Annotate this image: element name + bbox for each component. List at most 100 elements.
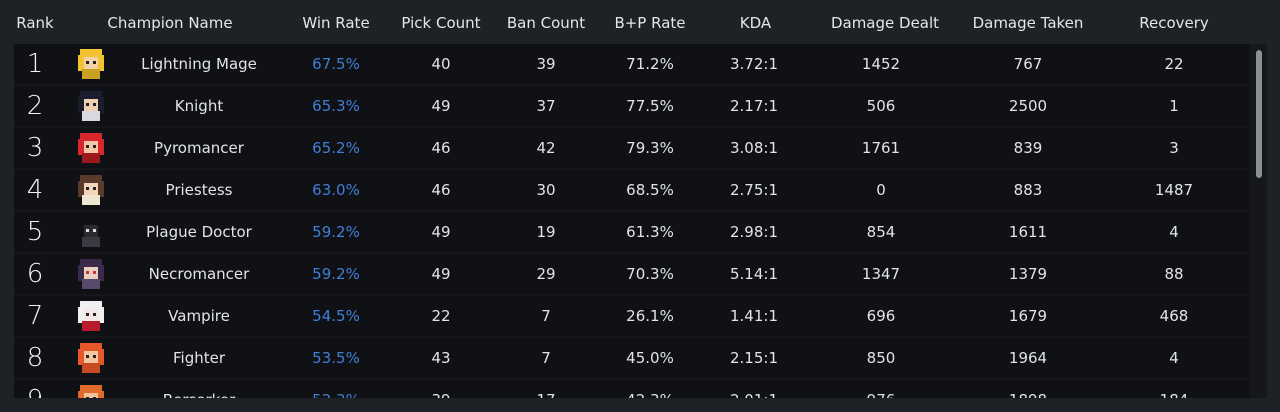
damage-taken-cell: 1379 xyxy=(1008,265,1048,283)
rank-cell: 6 xyxy=(26,259,44,289)
win-rate-cell: 63.0% xyxy=(312,181,360,199)
header-ban-count[interactable]: Ban Count xyxy=(506,14,586,32)
champion-name-cell: Lightning Mage xyxy=(141,55,257,73)
champion-name-cell: Fighter xyxy=(172,349,225,367)
table-row[interactable]: 5 Plague Doctor 59.2% 49 19 61.3% 2.98:1 854 161… xyxy=(14,212,1250,252)
ban-count-cell: 7 xyxy=(541,349,551,367)
champion-name-cell: Priestess xyxy=(165,181,233,199)
lightning-mage-avatar xyxy=(74,47,108,81)
kda-cell: 1.41:1 xyxy=(730,307,778,325)
ban-count-cell: 17 xyxy=(496,380,596,398)
pick-count-cell: 49 xyxy=(431,223,451,241)
damage-taken-cell: 1964 xyxy=(1008,349,1048,367)
table-row[interactable]: 2 Knight 65.3% 49 37 77.5% 2.17:1 506 2500 1 xyxy=(14,86,1250,126)
win-rate-cell: 59.2% xyxy=(312,223,360,241)
kda-cell: 3.08:1 xyxy=(730,139,778,157)
bp-rate-cell: 71.2% xyxy=(626,55,674,73)
kda-cell: 2.15:1 xyxy=(730,349,778,367)
damage-dealt-cell: 976 xyxy=(811,380,951,398)
ban-count-cell: 19 xyxy=(536,223,556,241)
damage-dealt-cell: 506 xyxy=(866,97,896,115)
champion-name-cell: Vampire xyxy=(168,307,230,325)
bp-rate-cell: 77.5% xyxy=(626,97,674,115)
damage-taken-cell: 839 xyxy=(1013,139,1043,157)
header-pick-count[interactable]: Pick Count xyxy=(401,14,481,32)
kda-cell: 2.17:1 xyxy=(730,97,778,115)
rank-cell: 8 xyxy=(26,343,44,373)
vertical-scrollbar[interactable] xyxy=(1253,44,1267,398)
win-rate-cell: 59.2% xyxy=(312,265,360,283)
ban-count-cell: 37 xyxy=(536,97,556,115)
header-kda[interactable]: KDA xyxy=(739,14,772,32)
recovery-cell: 1 xyxy=(1169,97,1179,115)
champion-name-cell: Berserker xyxy=(109,380,289,398)
kda-cell: 2.01:1 xyxy=(704,380,804,398)
priestess-avatar xyxy=(74,173,108,207)
kda-cell: 3.72:1 xyxy=(730,55,778,73)
ban-count-cell: 42 xyxy=(536,139,556,157)
damage-taken-cell: 1611 xyxy=(1008,223,1048,241)
damage-taken-cell: 2500 xyxy=(1008,97,1048,115)
bp-rate-cell: 26.1% xyxy=(626,307,674,325)
table-row[interactable]: 8 Fighter 53.5% 43 7 45.0% 2.15:1 850 1964 4 xyxy=(14,338,1250,378)
header-damage-taken[interactable]: Damage Taken xyxy=(972,14,1084,32)
recovery-cell: 184 xyxy=(1114,380,1234,398)
panel-bottom-edge xyxy=(0,398,1280,412)
damage-taken-cell: 767 xyxy=(1013,55,1043,73)
bp-rate-cell: 45.0% xyxy=(626,349,674,367)
header-bp-rate[interactable]: B+P Rate xyxy=(614,14,686,32)
win-rate-cell: 52.3% xyxy=(286,380,386,398)
necromancer-avatar xyxy=(74,257,108,291)
damage-taken-cell: 1898 xyxy=(958,380,1098,398)
pick-count-cell: 46 xyxy=(431,139,451,157)
fighter-avatar xyxy=(74,341,108,375)
win-rate-cell: 53.5% xyxy=(312,349,360,367)
ban-count-cell: 39 xyxy=(536,55,556,73)
rank-cell: 5 xyxy=(26,217,44,247)
recovery-cell: 468 xyxy=(1159,307,1189,325)
header-rank[interactable]: Rank xyxy=(16,14,54,32)
damage-dealt-cell: 1761 xyxy=(861,139,901,157)
bp-rate-cell: 70.3% xyxy=(626,265,674,283)
recovery-cell: 4 xyxy=(1169,349,1179,367)
rank-cell: 7 xyxy=(26,301,44,331)
win-rate-cell: 54.5% xyxy=(312,307,360,325)
table-header: Rank Champion Name Win Rate Pick Count B… xyxy=(0,0,1280,44)
pick-count-cell: 40 xyxy=(431,55,451,73)
damage-dealt-cell: 0 xyxy=(876,181,886,199)
pyromancer-avatar xyxy=(74,131,108,165)
ban-count-cell: 7 xyxy=(541,307,551,325)
damage-dealt-cell: 696 xyxy=(866,307,896,325)
table-row[interactable]: 1 Lightning Mage 67.5% 40 39 71.2% 3.72:1 1452 7… xyxy=(14,44,1250,84)
recovery-cell: 4 xyxy=(1169,223,1179,241)
kda-cell: 2.98:1 xyxy=(730,223,778,241)
kda-cell: 2.75:1 xyxy=(730,181,778,199)
knight-avatar xyxy=(74,89,108,123)
table-row[interactable]: 9 Berserker52.3% 39 1742.3%2.01:1 976 1898 184 xyxy=(14,380,1250,398)
header-win-rate[interactable]: Win Rate xyxy=(302,14,370,32)
pick-count-cell: 46 xyxy=(431,181,451,199)
pick-count-cell: 49 xyxy=(431,97,451,115)
recovery-cell: 88 xyxy=(1164,265,1184,283)
kda-cell: 5.14:1 xyxy=(730,265,778,283)
table-row[interactable]: 4 Priestess 63.0% 46 30 68.5% 2.75:1 0 883 1487 xyxy=(14,170,1250,210)
table-row[interactable]: 7 Vampire 54.5% 22 7 26.1% 1.41:1 696 1679 468 xyxy=(14,296,1250,336)
table-row[interactable]: 6 Necromancer 59.2% 49 29 70.3% 5.14:1 1347 1379… xyxy=(14,254,1250,294)
damage-taken-cell: 1679 xyxy=(1008,307,1048,325)
berserker-avatar xyxy=(74,383,108,398)
win-rate-cell: 65.3% xyxy=(312,97,360,115)
table-row[interactable]: 3 Pyromancer 65.2% 46 42 79.3% 3.08:1 1761 839 3 xyxy=(14,128,1250,168)
header-damage-dealt[interactable]: Damage Dealt xyxy=(830,14,940,32)
damage-dealt-cell: 854 xyxy=(866,223,896,241)
table-body[interactable]: 1 Lightning Mage 67.5% 40 39 71.2% 3.72:1 1452 7… xyxy=(14,44,1267,398)
champion-name-cell: Pyromancer xyxy=(154,139,244,157)
pick-count-cell: 39 xyxy=(391,380,491,398)
damage-dealt-cell: 1452 xyxy=(861,55,901,73)
bp-rate-cell: 61.3% xyxy=(626,223,674,241)
scrollbar-thumb[interactable] xyxy=(1256,50,1262,178)
ban-count-cell: 29 xyxy=(536,265,556,283)
header-recovery[interactable]: Recovery xyxy=(1139,14,1209,32)
vampire-avatar xyxy=(74,299,108,333)
bp-rate-cell: 79.3% xyxy=(626,139,674,157)
header-champion-name[interactable]: Champion Name xyxy=(107,14,233,32)
